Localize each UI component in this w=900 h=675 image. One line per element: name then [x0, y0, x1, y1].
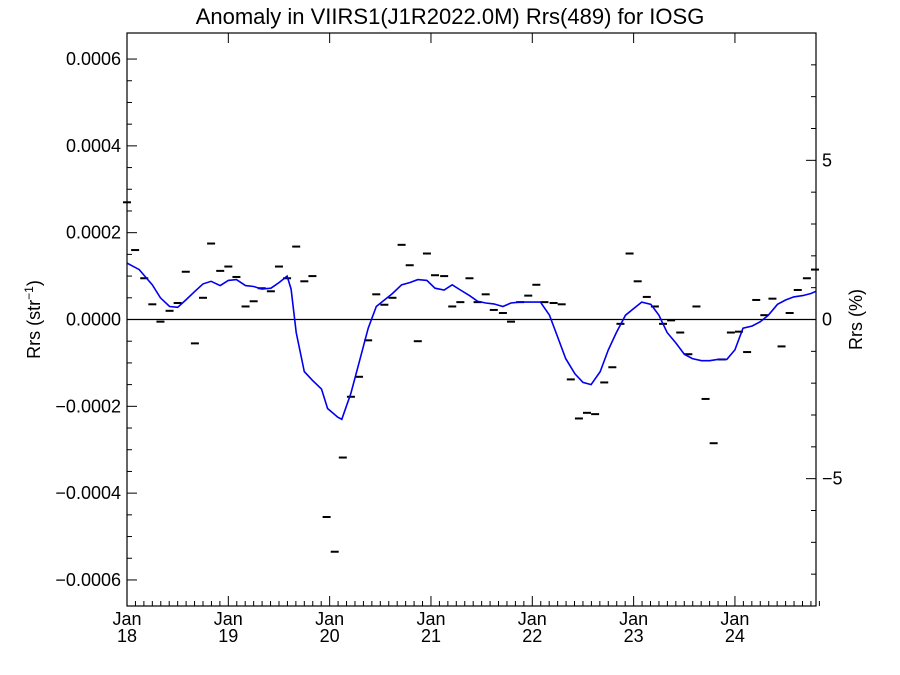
left-tick-label: −0.0004	[55, 483, 121, 503]
left-tick-label: −0.0002	[55, 396, 121, 416]
monthly-anomaly-points	[123, 201, 819, 553]
plot-frame	[126, 32, 817, 607]
left-y-axis: 0.0006 0.0004 0.0002 0.0000 −0.0002 −0.0004 −0…	[55, 49, 137, 590]
left-tick-label: 0.0004	[66, 136, 121, 156]
right-tick-label: −5	[822, 469, 843, 489]
left-tick-label: 0.0006	[66, 49, 121, 69]
x-tick-label-year: 20	[320, 626, 340, 646]
smoothed-anomaly-line	[126, 262, 817, 421]
x-tick-label-year: 23	[624, 626, 644, 646]
x-tick-label-year: 18	[117, 626, 137, 646]
left-y-axis-title: Rrs (str−1)	[22, 280, 44, 359]
left-tick-label: 0.0000	[66, 310, 121, 330]
plot-area	[123, 201, 819, 553]
left-tick-label: −0.0006	[55, 570, 121, 590]
chart-title: Anomaly in VIIRS1(J1R2022.0M) Rrs(489) f…	[196, 4, 705, 29]
left-y-axis-title-superscript: −1	[22, 286, 36, 300]
x-tick-label-year: 22	[522, 626, 542, 646]
x-tick-label-month: Jan	[214, 609, 243, 629]
x-tick-label-year: 21	[421, 626, 441, 646]
right-tick-label: 0	[822, 310, 832, 330]
left-y-axis-title-base: Rrs (str	[24, 300, 44, 359]
right-y-axis: 5 0 −5	[806, 32, 843, 607]
x-tick-label-month: Jan	[518, 609, 547, 629]
right-tick-label: 5	[822, 150, 832, 170]
x-tick-label-month: Jan	[112, 609, 141, 629]
x-tick-label-year: 19	[218, 626, 238, 646]
x-tick-label-month: Jan	[315, 609, 344, 629]
left-y-axis-title-end: )	[24, 280, 44, 286]
x-tick-label-month: Jan	[619, 609, 648, 629]
x-tick-label-year: 24	[725, 626, 745, 646]
left-tick-label: 0.0002	[66, 223, 121, 243]
x-tick-label-month: Jan	[720, 609, 749, 629]
x-tick-label-month: Jan	[416, 609, 445, 629]
right-y-axis-title: Rrs (%)	[846, 289, 866, 350]
